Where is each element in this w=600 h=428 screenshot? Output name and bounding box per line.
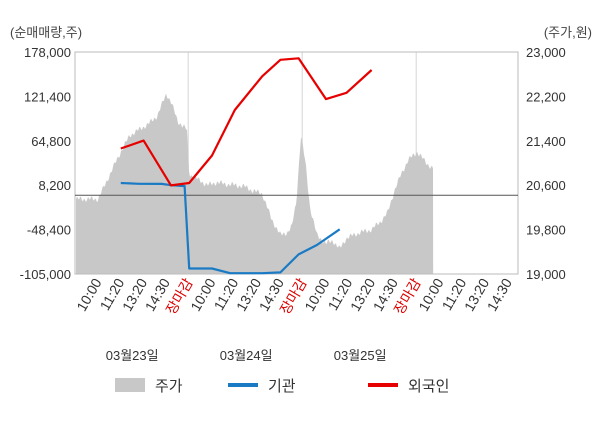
series-line-2: [120, 57, 373, 187]
legend-swatch-price: [115, 378, 145, 392]
legend: 주가 기관 외국인: [115, 378, 449, 395]
right-tick-label: 19,800: [526, 223, 566, 238]
price-area-layer: [76, 93, 434, 274]
date-labels: 03월23일 03월24일 03월25일: [106, 348, 387, 363]
legend-label: 기관: [268, 378, 296, 395]
plot-border: [74, 51, 519, 275]
right-axis-unit: (주가,원): [544, 25, 592, 40]
x-tick-label: 10:00: [415, 275, 446, 314]
series-area-price: [76, 93, 434, 274]
legend-label: 주가: [155, 378, 183, 395]
right-axis-ticks: 23,000 22,200 21,400 20,600 19,800 19,000: [526, 45, 566, 282]
right-tick-label: 22,200: [526, 89, 566, 104]
x-tick-label: 14:30: [484, 275, 515, 314]
left-tick-label: 178,000: [24, 45, 71, 60]
x-axis-ticks: 10:0011:2013:2014:30장마감10:0011:2013:2014…: [73, 275, 515, 317]
date-label: 03월25일: [334, 348, 387, 363]
legend-swatch-line: [228, 383, 258, 387]
date-label: 03월24일: [220, 348, 273, 363]
legend-label: 외국인: [408, 378, 449, 395]
right-tick-label: 20,600: [526, 178, 566, 193]
right-tick-label: 19,000: [526, 267, 566, 282]
left-tick-label: 8,200: [38, 178, 71, 193]
x-tick-label: 10:00: [301, 275, 332, 314]
left-tick-label: -48,400: [27, 223, 71, 238]
left-axis-unit: (순매매량,주): [10, 25, 82, 40]
legend-swatch-line: [368, 383, 398, 387]
right-tick-label: 23,000: [526, 45, 566, 60]
net-trading-lines: [120, 57, 373, 275]
left-axis-ticks: 178,000 121,400 64,800 8,200 -48,400 -105,000: [20, 45, 71, 282]
series-line-1: [120, 181, 341, 275]
left-tick-label: -105,000: [20, 267, 71, 282]
date-label: 03월23일: [106, 348, 159, 363]
left-tick-label: 121,400: [24, 89, 71, 104]
x-tick-label: 10:00: [73, 275, 104, 314]
left-tick-label: 64,800: [31, 134, 71, 149]
right-tick-label: 21,400: [526, 134, 566, 149]
x-tick-label: 10:00: [187, 275, 218, 314]
